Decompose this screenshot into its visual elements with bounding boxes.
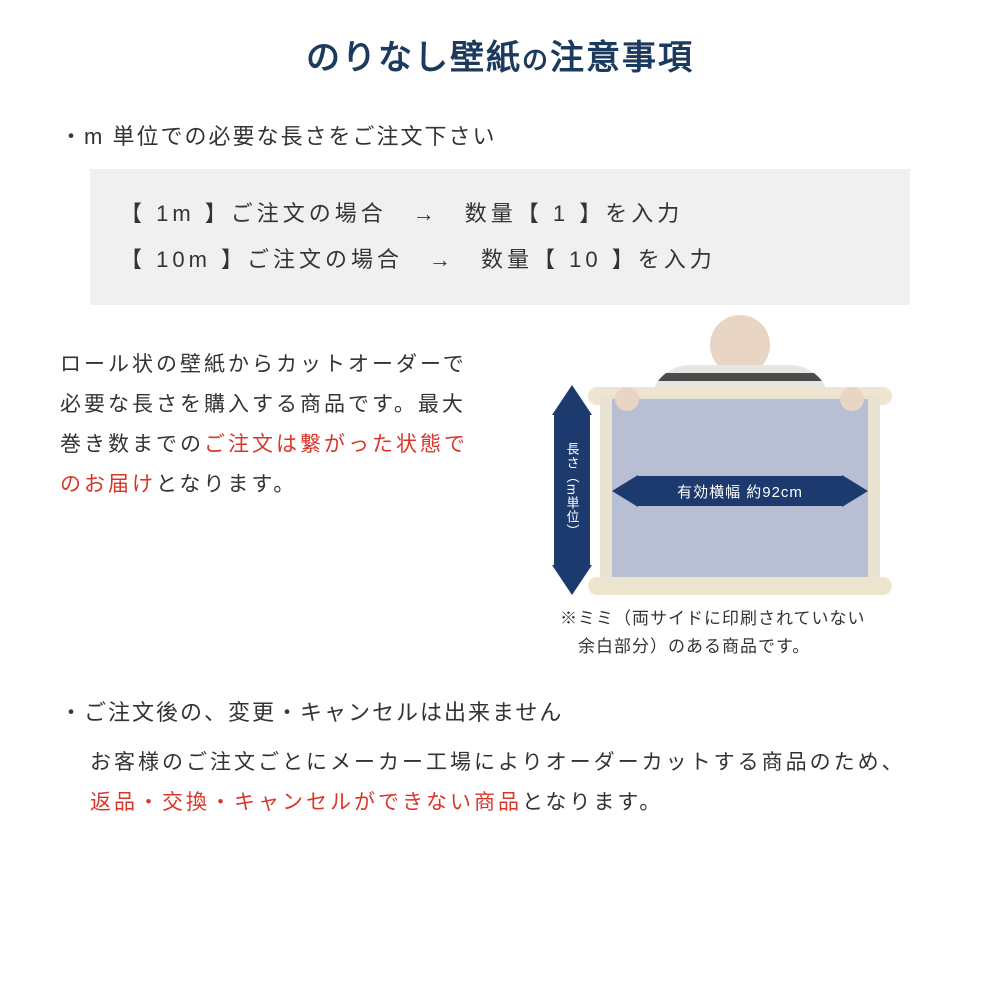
title-main: のりなし壁紙 (306, 39, 522, 77)
roll-bottom-icon (588, 577, 892, 595)
page-title: のりなし壁紙の注意事項 (60, 30, 940, 79)
note-line-1: ※ミミ（両サイドに印刷されていない (560, 605, 866, 632)
length-arrow-icon: 長さ（m単位） (550, 385, 594, 595)
section2-title: ・ご注文後の、変更・キャンセルは出来ません (60, 695, 940, 727)
section2-after: となります。 (522, 791, 663, 814)
mid-section: ロール状の壁紙からカットオーダーで必要な長さを購入する商品です。最大巻き数までの… (60, 345, 940, 665)
section2-highlight: 返品・交換・キャンセルができない商品 (90, 791, 522, 814)
width-label: 有効横幅 約92cm (677, 481, 803, 502)
section2-body: お客様のご注文ごとにメーカー工場によりオーダーカットする商品のため、返品・交換・… (60, 743, 940, 823)
note-line-2: 余白部分）のある商品です。 (560, 633, 866, 660)
wallpaper-diagram: 長さ（m単位） 有効横幅 約92cm ※ミミ（両サイドに印刷されていない 余白部… (500, 345, 940, 665)
title-connector: の (522, 45, 550, 75)
example-line-2: 【 10m 】ご注文の場合 → 数量【 10 】を入力 (120, 237, 880, 283)
example-line-1: 【 1m 】ご注文の場合 → 数量【 1 】を入力 (120, 191, 880, 237)
width-arrow-icon: 有効横幅 約92cm (612, 473, 868, 509)
diagram-footnote: ※ミミ（両サイドに印刷されていない 余白部分）のある商品です。 (560, 605, 866, 659)
section2-before: お客様のご注文ごとにメーカー工場によりオーダーカットする商品のため、 (90, 751, 906, 774)
section1-bullet: ・m 単位での必要な長さをご注文下さい (60, 119, 940, 151)
cut-order-description: ロール状の壁紙からカットオーダーで必要な長さを購入する商品です。最大巻き数までの… (60, 345, 480, 505)
mid-text-after: となります。 (156, 473, 297, 496)
quantity-example-box: 【 1m 】ご注文の場合 → 数量【 1 】を入力 【 10m 】ご注文の場合 … (90, 169, 910, 305)
title-sub: 注意事項 (550, 39, 694, 77)
length-label: 長さ（m単位） (563, 442, 582, 538)
